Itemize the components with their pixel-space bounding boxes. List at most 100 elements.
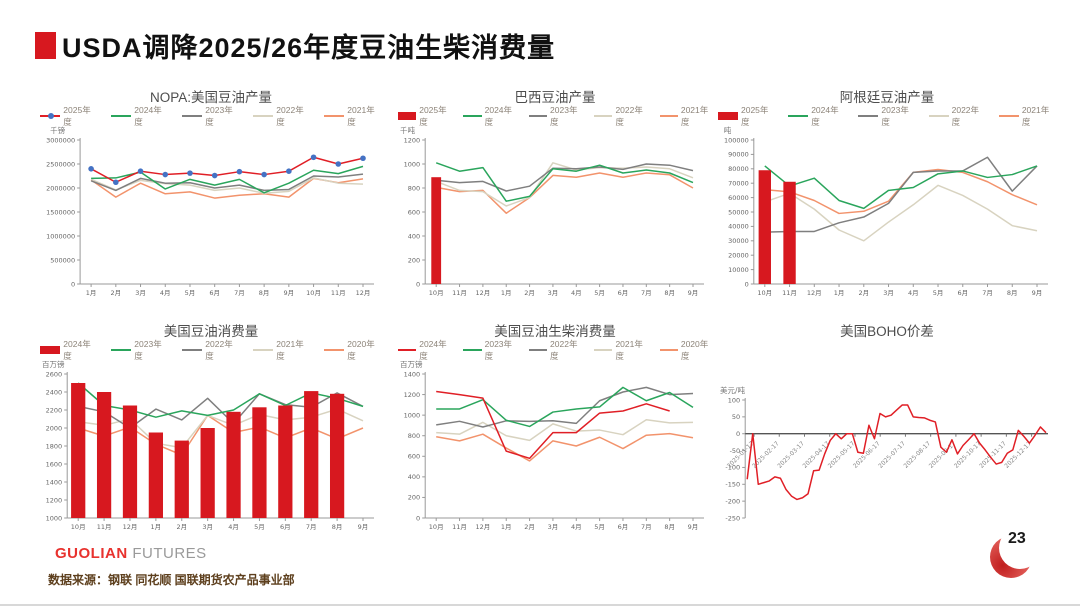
data-source-note: 数据来源：钢联 同花顺 国联期货农产品事业部 — [48, 573, 295, 587]
page-swoosh-decoration — [990, 527, 1041, 578]
svg-text:11月: 11月 — [452, 523, 467, 531]
chart-title: 阿根廷豆油产量 — [839, 90, 935, 105]
svg-text:7月: 7月 — [641, 289, 652, 297]
svg-text:40000: 40000 — [728, 223, 749, 231]
legend-label: 2020年度 — [680, 339, 709, 361]
svg-text:100: 100 — [728, 396, 740, 404]
chart-legend: 2025年度 2024年度 2023年度 2022年度 2021年度 — [718, 105, 1056, 127]
legend-swatch — [397, 112, 417, 120]
legend-item: 2023年度 — [182, 104, 240, 128]
svg-text:1200: 1200 — [404, 391, 421, 399]
legend-swatch — [111, 115, 132, 117]
svg-text:1800: 1800 — [46, 442, 63, 450]
chart-canvas: 千吨 0 200 400 600 800 1000 1200 10月 11月 12月 1月 2月 3月 4月… — [400, 125, 704, 297]
legend-label: 2023年度 — [484, 339, 513, 361]
svg-text:800: 800 — [408, 432, 420, 440]
chart-brazil-soybean-oil-production: 巴西豆油产量 2025年度 2024年度 2023年度 2022年度 2021年度 千吨… — [397, 88, 712, 300]
legend-swatch — [40, 113, 61, 119]
svg-text:5月: 5月 — [933, 289, 944, 297]
legend-swatch — [111, 349, 132, 351]
svg-text:11月: 11月 — [97, 523, 112, 531]
legend-label: 2021年度 — [615, 339, 643, 361]
legend-swatch — [463, 115, 482, 117]
svg-text:400: 400 — [408, 473, 420, 481]
svg-text:90000: 90000 — [728, 151, 749, 159]
svg-text:2500000: 2500000 — [46, 160, 75, 168]
legend-item: 2021年度 — [324, 104, 382, 128]
svg-text:9月: 9月 — [284, 289, 295, 297]
chart-us-boho-spread: 美国BOHO价差 美元/吨 -250 -200 -150 -100 -50 0 50 100 20… — [718, 322, 1056, 534]
svg-text:3月: 3月 — [883, 289, 894, 297]
legend-item: 2024年度 — [788, 104, 845, 128]
svg-text:10月: 10月 — [429, 523, 444, 531]
svg-text:5月: 5月 — [254, 523, 265, 531]
legend-swatch — [182, 349, 203, 351]
legend-label: 2023年度 — [205, 105, 233, 127]
legend-item: 2023年度 — [528, 104, 581, 128]
legend-label: 2022年度 — [205, 339, 233, 361]
svg-text:6月: 6月 — [280, 523, 291, 531]
legend-label: 2025年度 — [63, 105, 91, 127]
chart-us-soybean-oil-consumption: 美国豆油消费量 2024年度 2023年度 2022年度 2021年度 2020年度 百… — [40, 322, 382, 534]
svg-text:12月: 12月 — [123, 523, 138, 531]
legend-item: 2024年度 — [463, 104, 515, 128]
legend-item: 2023年度 — [463, 338, 515, 362]
svg-text:3月: 3月 — [548, 523, 559, 531]
legend-label: 2023年度 — [134, 339, 162, 361]
svg-text:10月: 10月 — [71, 523, 86, 531]
legend-label: 2025年度 — [741, 105, 769, 127]
chart-legend: 2024年度 2023年度 2022年度 2021年度 2020年度 — [40, 339, 382, 361]
legend-label: 2024年度 — [63, 339, 91, 361]
legend-swatch — [253, 349, 274, 351]
svg-text:10000: 10000 — [728, 266, 749, 274]
legend-label: 2024年度 — [811, 105, 839, 127]
svg-text:60000: 60000 — [728, 194, 749, 202]
svg-text:1月: 1月 — [151, 523, 162, 531]
svg-text:1200: 1200 — [404, 136, 421, 144]
svg-text:50000: 50000 — [728, 208, 749, 216]
legend-label: 2021年度 — [276, 339, 304, 361]
svg-text:11月: 11月 — [452, 289, 467, 297]
svg-text:1000000: 1000000 — [46, 232, 75, 240]
chart-title: 美国豆油消费量 — [163, 324, 259, 339]
legend-item: 2021年度 — [594, 338, 646, 362]
svg-text:10月: 10月 — [757, 289, 772, 297]
chart-legend: 2025年度 2024年度 2023年度 2022年度 2021年度 — [397, 105, 712, 127]
legend-marker-dot — [48, 113, 54, 119]
legend-swatch — [324, 349, 345, 351]
chart-legend: 2024年度 2023年度 2022年度 2021年度 2020年度 — [397, 339, 712, 361]
svg-text:-200: -200 — [725, 497, 740, 505]
svg-text:3月: 3月 — [202, 523, 213, 531]
svg-text:600: 600 — [408, 208, 420, 216]
svg-text:6月: 6月 — [957, 289, 968, 297]
page-number: 23 — [1008, 530, 1026, 547]
svg-text:800: 800 — [408, 184, 420, 192]
svg-text:12月: 12月 — [476, 289, 491, 297]
svg-text:4月: 4月 — [160, 289, 171, 297]
chart-canvas: 吨 0 10000 20000 30000 40000 50000 60000 70000 800… — [724, 125, 1048, 297]
svg-text:-150: -150 — [725, 481, 740, 489]
svg-text:6月: 6月 — [618, 523, 629, 531]
legend-label: 2023年度 — [881, 105, 909, 127]
svg-text:7月: 7月 — [234, 289, 245, 297]
chart-us-soybean-oil-biodiesel-consumption: 美国豆油生柴消费量 2024年度 2023年度 2022年度 2021年度 2020年度… — [397, 322, 712, 534]
legend-item: 2023年度 — [858, 104, 915, 128]
svg-text:9月: 9月 — [688, 289, 699, 297]
legend-swatch — [594, 349, 613, 351]
svg-text:70000: 70000 — [728, 180, 749, 188]
svg-text:5月: 5月 — [594, 289, 605, 297]
legend-label: 2021年度 — [1021, 105, 1050, 127]
svg-text:200: 200 — [408, 494, 420, 502]
svg-text:600: 600 — [408, 453, 420, 461]
svg-text:2025-12-17: 2025-12-17 — [1003, 440, 1033, 470]
legend-swatch — [528, 115, 548, 117]
svg-text:4月: 4月 — [571, 289, 582, 297]
legend-item: 2020年度 — [324, 338, 382, 362]
legend-item: 2022年度 — [594, 104, 646, 128]
svg-text:8月: 8月 — [332, 523, 343, 531]
legend-item: 2020年度 — [659, 338, 712, 362]
chart-nopa-us-soybean-oil-production: NOPA:美国豆油产量 2025年度 2024年度 2023年度 2022年度 2021… — [40, 88, 382, 300]
svg-text:千镑: 千镑 — [50, 125, 65, 135]
legend-swatch — [40, 346, 61, 354]
